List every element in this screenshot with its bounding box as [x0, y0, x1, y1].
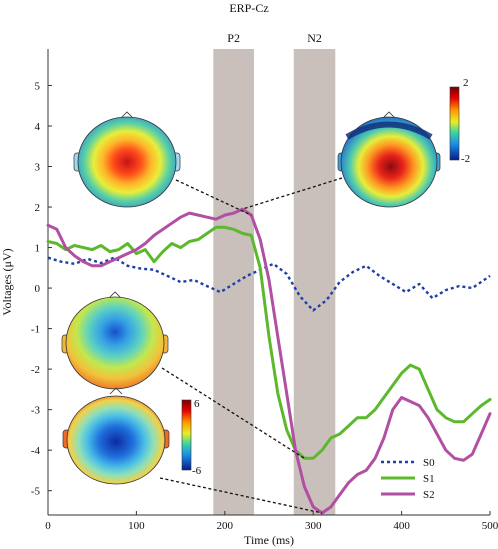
connector-p2-s2	[242, 177, 343, 210]
y-tick-label: -3	[31, 405, 41, 417]
window-band-n2	[293, 49, 336, 515]
scalp-map-p2-s2	[337, 111, 441, 208]
window-label-p2: P2	[227, 31, 240, 45]
y-tick-label: 3	[35, 162, 41, 174]
y-tick-label: 4	[35, 121, 41, 133]
series-line-s1	[46, 225, 492, 460]
x-tick-label: 500	[482, 520, 498, 532]
x-tick-label: 400	[393, 520, 410, 532]
series-line-s2	[46, 207, 492, 515]
scalp-map-p2-s0	[73, 111, 181, 208]
window-band-p2	[213, 49, 254, 515]
connector-n2-s1	[161, 367, 305, 459]
x-axis-label: Time (ms)	[244, 533, 294, 547]
legend-label-s0: S0	[423, 457, 435, 469]
colorbar-top-max-label: 2	[463, 77, 469, 89]
y-tick-label: 0	[35, 283, 41, 295]
colorbar-top: 2 -2	[449, 77, 470, 165]
window-label-n2: N2	[307, 31, 322, 45]
x-tick-label: 100	[128, 520, 145, 532]
legend-label-s2: S2	[423, 489, 435, 501]
y-tick-label: 2	[35, 202, 41, 214]
y-tick-label: 5	[35, 80, 41, 92]
legend-label-s1: S1	[423, 473, 435, 485]
connector-p2-s0	[175, 179, 252, 216]
scalp-map-n2-s2	[62, 387, 170, 485]
x-tick-label: 0	[45, 520, 51, 532]
y-tick-label: -4	[31, 445, 41, 457]
x-tick-label: 300	[305, 520, 322, 532]
y-tick-label: -5	[31, 486, 41, 498]
colorbar-bottom-max-label: 6	[194, 398, 200, 410]
y-axis-label: Voltages (μV)	[0, 248, 14, 315]
y-tick-label: -2	[31, 364, 40, 376]
x-tick-label: 200	[217, 520, 234, 532]
chart-title: ERP-Cz	[229, 1, 268, 15]
y-tick-label: 1	[35, 243, 41, 255]
colorbar-bottom-min-label: -6	[192, 465, 202, 477]
colorbar-bottom: 6 -6	[181, 398, 202, 477]
connector-n2-s2	[159, 477, 323, 514]
y-tick-label: -1	[31, 324, 40, 336]
colorbar-top-min-label: -2	[461, 153, 470, 165]
scalp-map-n2-s1	[61, 291, 169, 390]
